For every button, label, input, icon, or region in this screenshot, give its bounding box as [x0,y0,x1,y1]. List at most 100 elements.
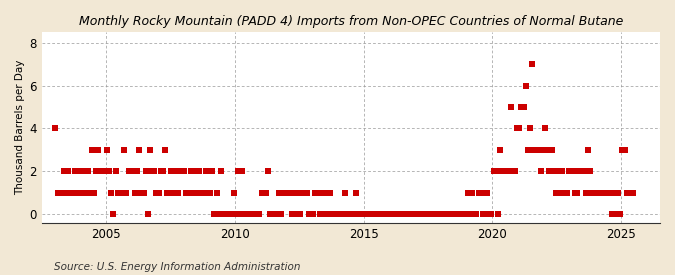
Point [464,212,475,216]
Point [462,191,473,195]
Point [583,148,593,152]
Point [351,191,362,195]
Point [473,191,484,195]
Point [396,212,406,216]
Point [456,212,466,216]
Point [166,169,177,174]
Point [364,212,375,216]
Point [572,191,583,195]
Point [544,169,555,174]
Point [568,169,578,174]
Point [501,169,512,174]
Point [277,191,288,195]
Point [280,191,291,195]
Point [344,212,355,216]
Point [70,169,80,174]
Point [295,212,306,216]
Point [136,191,146,195]
Point [426,212,437,216]
Point [63,169,74,174]
Point [228,191,239,195]
Point [357,212,368,216]
Point [385,212,396,216]
Point [248,212,259,216]
Point [269,212,280,216]
Point [151,191,162,195]
Y-axis label: Thousand Barrels per Day: Thousand Barrels per Day [15,60,25,195]
Point [271,212,282,216]
Point [190,169,200,174]
Point [325,191,335,195]
Point [252,212,263,216]
Point [510,169,520,174]
Point [244,212,254,216]
Point [183,191,194,195]
Point [493,212,504,216]
Point [348,212,359,216]
Point [591,191,602,195]
Point [209,212,220,216]
Point [518,105,529,109]
Point [533,148,544,152]
Point [74,191,84,195]
Point [149,169,160,174]
Point [194,169,205,174]
Point [559,191,570,195]
Point [611,212,622,216]
Point [602,191,613,195]
Point [346,212,357,216]
Point [499,169,510,174]
Point [220,212,231,216]
Point [170,169,181,174]
Point [293,212,304,216]
Point [333,212,344,216]
Point [115,191,126,195]
Point [59,169,70,174]
Point [542,148,553,152]
Point [179,169,190,174]
Point [535,169,546,174]
Point [123,169,134,174]
Point [411,212,422,216]
Point [409,212,420,216]
Point [76,191,86,195]
Point [557,169,568,174]
Point [315,212,325,216]
Point [597,191,608,195]
Point [335,212,346,216]
Point [608,191,619,195]
Point [132,169,142,174]
Point [215,169,226,174]
Point [628,191,639,195]
Point [435,212,446,216]
Point [375,212,385,216]
Point [508,169,518,174]
Point [531,148,542,152]
Point [78,169,89,174]
Point [121,191,132,195]
Point [479,212,490,216]
Point [394,212,404,216]
Point [153,191,164,195]
Point [108,212,119,216]
Point [520,83,531,88]
Point [110,169,121,174]
Point [550,191,561,195]
Point [299,191,310,195]
Point [353,212,364,216]
Point [359,212,370,216]
Point [615,212,626,216]
Point [450,212,460,216]
Point [235,212,246,216]
Point [460,212,471,216]
Point [379,212,389,216]
Point [540,126,551,131]
Point [486,212,497,216]
Point [469,212,480,216]
Point [452,212,462,216]
Point [406,212,417,216]
Point [52,191,63,195]
Point [254,212,265,216]
Point [213,212,224,216]
Point [84,191,95,195]
